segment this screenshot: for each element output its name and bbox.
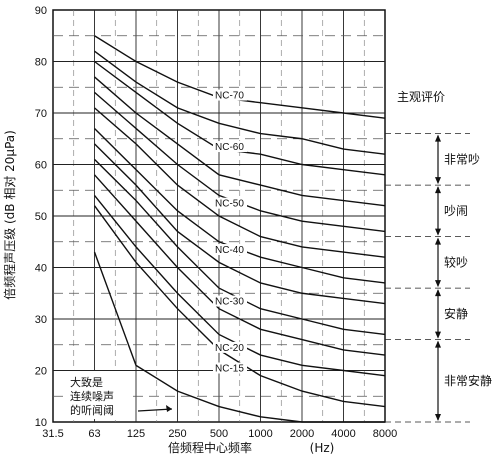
curve-label: NC-20 <box>215 343 244 354</box>
evaluation-arrow-down <box>435 177 441 185</box>
grid <box>52 9 386 423</box>
y-tick-label: 40 <box>35 263 47 275</box>
evaluation-arrow-down <box>435 331 441 339</box>
annotation-line-3: 的听闻阈 <box>70 403 114 417</box>
x-axis-unit: (Hz) <box>310 441 335 455</box>
x-tick-label: 31.5 <box>42 428 63 440</box>
curve-label-background <box>213 362 247 374</box>
x-tick-label: 125 <box>127 428 145 440</box>
evaluation-arrow-down <box>435 280 441 288</box>
curve-label: NC-50 <box>215 199 244 210</box>
y-tick-label: 30 <box>35 314 47 326</box>
y-tick-label: 90 <box>35 5 47 17</box>
annotation-arrow <box>137 408 173 412</box>
y-axis-title: 倍频程声压级 (dB 相对 20μPa) <box>2 130 17 300</box>
y-tick-label: 60 <box>35 160 47 172</box>
evaluation-label: 非常安静 <box>444 373 492 388</box>
x-tick-label: 500 <box>210 428 228 440</box>
evaluation-arrow-up <box>435 340 441 348</box>
nc-curves <box>93 35 386 423</box>
evaluation-label: 非常吵 <box>444 152 480 166</box>
x-tick-label: 1000 <box>248 428 272 440</box>
evaluation-title: 主观评价 <box>397 90 445 104</box>
evaluation-arrow-down <box>435 228 441 236</box>
evaluation-label: 较吵 <box>444 254 468 269</box>
x-axis-title: 倍频程中心频率 <box>168 440 252 455</box>
evaluation-label: 安静 <box>444 306 468 321</box>
curve-label: NC-70 <box>215 91 244 102</box>
annotation-arrowhead <box>166 405 172 412</box>
curve-label-background <box>213 295 247 307</box>
curve-label: NC-15 <box>215 364 244 375</box>
curve-label-background <box>213 141 247 153</box>
curve-label: NC-30 <box>215 297 244 308</box>
x-tick-label: 63 <box>88 428 100 440</box>
curve-label: NC-60 <box>215 142 244 153</box>
nc-curve <box>94 143 386 305</box>
annotation-box <box>68 371 132 419</box>
y-tick-label: 10 <box>35 417 47 429</box>
nc-curve <box>94 50 386 155</box>
y-axis-ticks: 10 20 30 40 50 60 70 80 90 <box>35 5 47 429</box>
curve-label-background <box>213 341 247 353</box>
curve-label: NC-40 <box>215 245 244 256</box>
curve-labels: NC-70 NC-60 NC-50 NC-40 NC-30 NC-20 NC-15 <box>213 89 247 375</box>
nc-curve <box>94 107 386 258</box>
x-tick-label: 4000 <box>331 428 355 440</box>
evaluation-arrow-up <box>435 237 441 245</box>
curve-label-background <box>213 89 247 101</box>
nc-curve <box>94 60 386 176</box>
evaluation-arrow-up <box>435 186 441 194</box>
annotation-line-1: 大致是 <box>70 375 103 389</box>
evaluation-arrow-up <box>435 289 441 297</box>
evaluation-label: 吵闹 <box>444 204 468 218</box>
x-tick-label: 2000 <box>290 428 314 440</box>
curve-label-background <box>213 244 247 256</box>
curve-label-background <box>213 197 247 209</box>
annotation-line-2: 连续噪声 <box>70 389 114 403</box>
nc-curve <box>94 76 386 207</box>
threshold-annotation: 大致是 连续噪声 的听闻阈 <box>68 371 173 419</box>
x-axis-ticks: 31.5 63 125 250 500 1000 2000 4000 8000 <box>42 428 397 440</box>
x-tick-label: 8000 <box>373 428 397 440</box>
evaluation-arrow-up <box>435 134 441 142</box>
y-tick-label: 80 <box>35 57 47 69</box>
x-tick-label: 250 <box>168 428 186 440</box>
nc-curve <box>93 174 386 356</box>
y-tick-label: 70 <box>35 108 47 120</box>
evaluation-arrow-down <box>435 414 441 421</box>
y-tick-label: 50 <box>35 211 47 223</box>
nc-curve <box>93 251 385 423</box>
y-tick-label: 20 <box>35 366 47 378</box>
